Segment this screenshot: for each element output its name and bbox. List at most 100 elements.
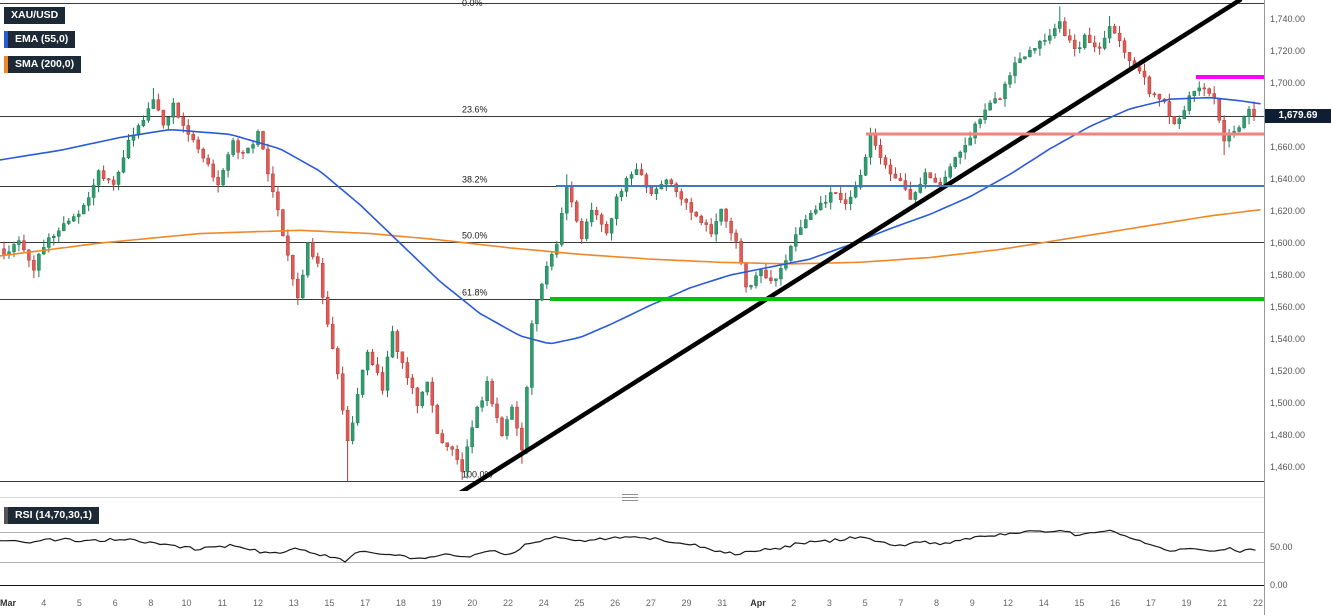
time-axis-label: Mar <box>0 598 17 608</box>
candle <box>739 240 743 263</box>
candle <box>261 131 265 150</box>
candle <box>495 403 499 419</box>
rsi-indicator-label: RSI (14,70,30,1) <box>15 509 93 521</box>
candle <box>1077 47 1082 49</box>
main-price-pane[interactable]: 0.0% 23.6% 38.2% 50.0% 61.8% 100.0% <box>0 0 1264 491</box>
candle <box>17 240 21 245</box>
candle <box>868 134 873 158</box>
time-axis-label: 4 <box>41 598 47 608</box>
candle <box>1127 52 1132 61</box>
candle <box>286 235 290 256</box>
candle <box>814 209 818 214</box>
candle <box>893 173 898 179</box>
candle <box>545 266 549 285</box>
time-axis-label: 15 <box>324 598 335 608</box>
candle <box>415 387 420 406</box>
candle <box>485 381 489 402</box>
time-axis[interactable]: Mar 4 5 6 8 10 11 12 13 15 17 18 19 20 22 24 25 26 27 29 31 A… <box>0 586 1264 615</box>
candle <box>520 427 524 451</box>
candle <box>66 220 71 224</box>
candle <box>405 362 410 379</box>
candle <box>624 178 629 192</box>
rsi-indicator-pane[interactable] <box>0 503 1264 586</box>
candle <box>1097 46 1102 49</box>
price-axis[interactable]: 1,679.69 1,740.001,720.001,700.001,680.0… <box>1264 0 1331 615</box>
fibonacci-retracement[interactable]: 0.0% 23.6% 38.2% 50.0% 61.8% 100.0% <box>0 0 1264 482</box>
candle <box>81 204 86 215</box>
candle <box>699 215 703 223</box>
time-axis-label: 29 <box>681 598 692 608</box>
time-axis-label: 19 <box>1181 598 1192 608</box>
candle <box>311 242 315 257</box>
candle <box>32 259 36 271</box>
candle <box>116 171 121 185</box>
candle <box>231 140 235 155</box>
candle <box>804 219 808 228</box>
candle <box>111 179 116 185</box>
candle <box>818 202 823 211</box>
sma-indicator-badge[interactable]: SMA (200,0) <box>4 56 82 73</box>
candle <box>644 174 649 188</box>
pane-separator[interactable] <box>0 491 1264 503</box>
candle <box>156 99 161 111</box>
candle <box>395 331 400 352</box>
candle <box>774 278 778 281</box>
candle <box>953 157 957 167</box>
candle <box>106 178 111 181</box>
candle <box>146 108 151 121</box>
ascending-trendline[interactable] <box>458 0 1243 491</box>
candle <box>360 369 365 395</box>
candle <box>704 222 708 225</box>
sma-indicator-label: SMA (200,0) <box>15 58 75 70</box>
candle <box>903 180 908 190</box>
sma-accent <box>4 56 8 73</box>
candle <box>724 208 728 222</box>
candle <box>898 177 903 181</box>
candle <box>226 154 230 171</box>
time-axis-label: 2 <box>791 598 797 608</box>
candle <box>1207 88 1211 94</box>
candle <box>769 277 773 281</box>
ema-indicator-badge[interactable]: EMA (55,0) <box>4 31 76 48</box>
symbol-badge[interactable]: XAU/USD <box>4 7 66 24</box>
time-axis-label: 18 <box>395 598 406 608</box>
candle <box>1072 39 1077 49</box>
pane-resize-handle-icon[interactable] <box>622 494 638 501</box>
candle <box>166 117 171 126</box>
candle <box>993 98 997 104</box>
candle <box>171 102 176 118</box>
candle <box>12 244 16 253</box>
candle <box>206 157 210 165</box>
price-axis-label: 1,580.00 <box>1270 270 1306 281</box>
time-axis-label: Apr <box>750 598 766 608</box>
candle <box>689 202 694 213</box>
candle <box>241 152 245 154</box>
candle <box>500 417 504 436</box>
candle <box>181 117 186 126</box>
candle <box>221 170 225 186</box>
rsi-indicator-badge[interactable]: RSI (14,70,30,1) <box>4 507 100 524</box>
time-axis-label: 14 <box>1038 598 1049 608</box>
candle <box>236 140 240 153</box>
sma200-line[interactable] <box>0 209 1261 265</box>
ema55-line[interactable] <box>0 96 1261 345</box>
candle <box>296 278 300 299</box>
candle <box>1048 35 1052 41</box>
candle <box>1013 62 1017 76</box>
rsi-line[interactable] <box>0 529 1256 563</box>
candle <box>863 156 868 176</box>
candle <box>176 102 181 118</box>
candle <box>809 212 813 220</box>
rsi-axis-label: 0.00 <box>1270 580 1288 590</box>
time-axis-label: 15 <box>1074 598 1085 608</box>
time-axis-label: 12 <box>252 598 263 608</box>
candle <box>57 230 61 237</box>
fib-level-label: 23.6% <box>462 105 488 115</box>
candle <box>833 192 838 194</box>
candle <box>988 102 992 111</box>
time-axis-label: 10 <box>181 598 192 608</box>
time-axis-label: 17 <box>1145 598 1156 608</box>
candle <box>385 356 390 391</box>
candle <box>370 351 375 365</box>
price-axis-label: 1,540.00 <box>1270 334 1306 345</box>
